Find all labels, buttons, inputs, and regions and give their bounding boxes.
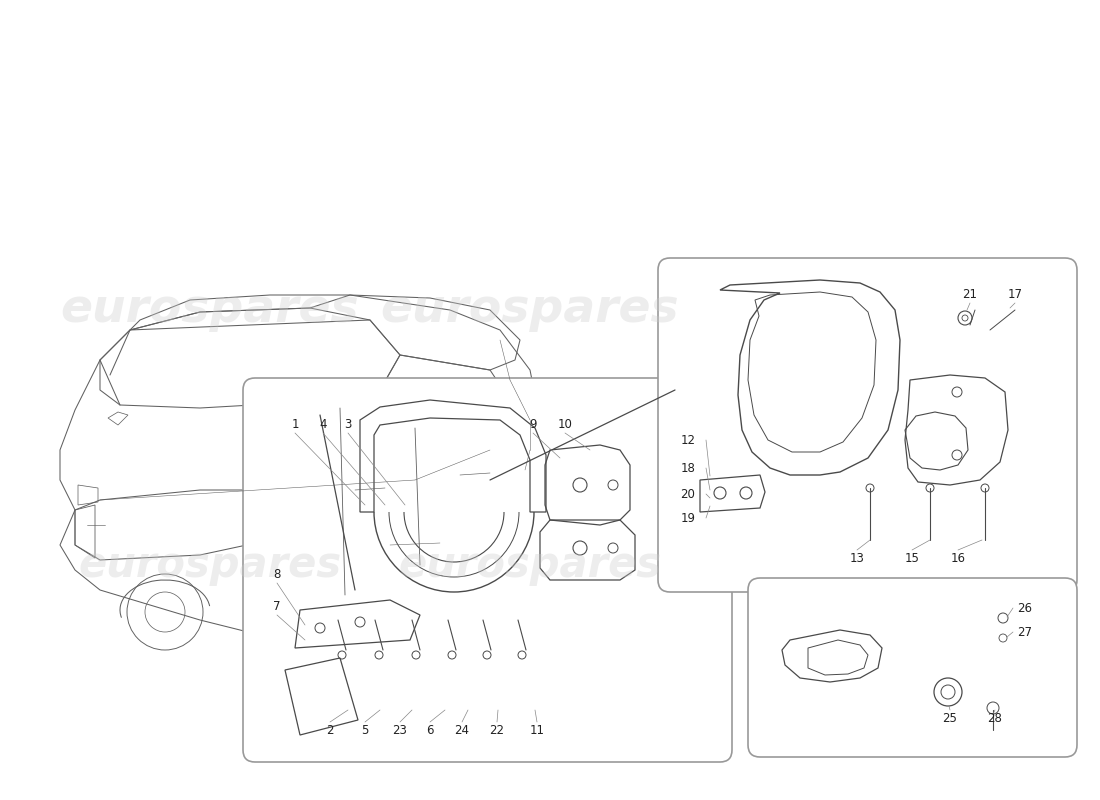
Text: 13: 13	[849, 551, 865, 565]
Text: 20: 20	[681, 487, 695, 501]
Text: 21: 21	[962, 289, 978, 302]
Text: 9: 9	[529, 418, 537, 431]
Text: 26: 26	[1018, 602, 1033, 614]
Text: 2: 2	[327, 723, 333, 737]
Text: eurospares: eurospares	[398, 544, 661, 586]
Text: 17: 17	[1008, 289, 1023, 302]
Text: 6: 6	[427, 723, 433, 737]
Text: 1: 1	[292, 418, 299, 431]
Text: eurospares: eurospares	[78, 544, 342, 586]
Text: 18: 18	[681, 462, 695, 474]
Text: 7: 7	[273, 601, 280, 614]
FancyBboxPatch shape	[748, 578, 1077, 757]
Text: 12: 12	[681, 434, 695, 446]
FancyBboxPatch shape	[658, 258, 1077, 592]
Text: 16: 16	[950, 551, 966, 565]
Text: 3: 3	[344, 418, 352, 431]
Text: 27: 27	[1018, 626, 1033, 638]
Text: 28: 28	[988, 711, 1002, 725]
FancyBboxPatch shape	[243, 378, 732, 762]
Text: eurospares: eurospares	[381, 287, 680, 333]
Text: 10: 10	[558, 418, 572, 431]
Text: 15: 15	[904, 551, 920, 565]
Text: 24: 24	[454, 723, 470, 737]
Text: 4: 4	[319, 418, 327, 431]
Text: 23: 23	[393, 723, 407, 737]
Text: 19: 19	[681, 511, 695, 525]
Text: 25: 25	[943, 711, 957, 725]
Text: 22: 22	[490, 723, 505, 737]
Text: 8: 8	[273, 569, 280, 582]
Text: 11: 11	[529, 723, 544, 737]
Text: eurospares: eurospares	[60, 287, 360, 333]
Text: 5: 5	[361, 723, 368, 737]
